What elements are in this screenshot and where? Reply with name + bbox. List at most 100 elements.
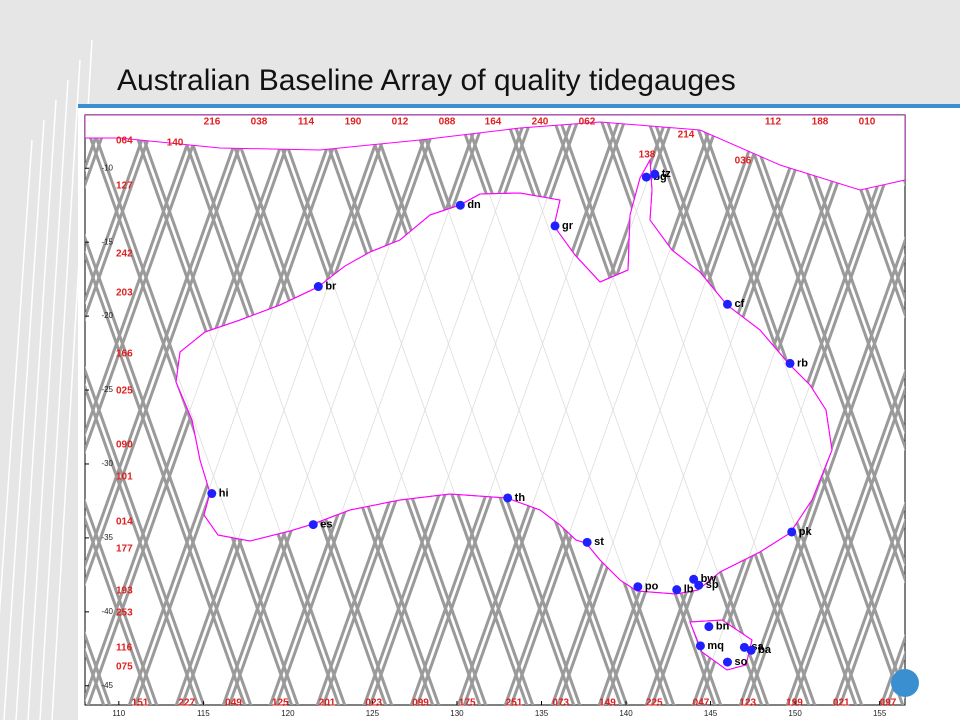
track-label: 064 — [116, 136, 133, 147]
x-tick-label: 155 — [873, 709, 887, 718]
tide-gauge — [308, 520, 318, 530]
track-label: 149 — [599, 698, 616, 709]
track-line — [929, 100, 960, 720]
y-tick-label: -40 — [101, 607, 113, 616]
y-tick-label: -25 — [101, 385, 113, 394]
x-tick-label: 145 — [704, 709, 718, 718]
gauge-label: so — [734, 656, 747, 668]
tide-gauge — [207, 489, 217, 499]
track-label: 138 — [639, 150, 656, 161]
track-label: 227 — [178, 698, 195, 709]
land-mass — [175, 158, 833, 595]
track-label: 125 — [272, 698, 289, 709]
gauge-label: mq — [707, 640, 724, 652]
tide-gauge — [746, 645, 756, 655]
track-label: 214 — [678, 130, 695, 141]
track-label: 199 — [786, 698, 803, 709]
track-label: 101 — [116, 472, 133, 483]
track-label: 025 — [116, 386, 133, 397]
x-tick-label: 115 — [197, 709, 210, 718]
track-label: 088 — [439, 117, 456, 128]
track-label: 090 — [116, 440, 133, 451]
track-label: 177 — [116, 544, 133, 555]
track-line — [744, 253, 905, 705]
gauge-label: bn — [716, 621, 730, 633]
gauge-label: ba — [758, 644, 772, 656]
gauge-label: gr — [562, 220, 574, 232]
x-tick-label: 140 — [619, 709, 633, 718]
y-tick-label: -10 — [101, 163, 113, 172]
track-label: 021 — [833, 698, 850, 709]
gauge-label: es — [320, 519, 332, 531]
track-label: 242 — [116, 249, 133, 260]
gauge-label: hi — [219, 487, 229, 499]
track-label: 014 — [116, 517, 133, 528]
track-line — [838, 518, 905, 705]
track-label: 203 — [116, 288, 133, 299]
land-track-line — [926, 100, 960, 720]
track-line — [923, 100, 960, 720]
track-label: 140 — [167, 138, 184, 149]
y-tick-label: -15 — [101, 237, 113, 246]
gauge-label: br — [325, 280, 337, 292]
track-label: 012 — [392, 117, 409, 128]
gauge-label: dn — [467, 199, 481, 211]
tide-gauge — [694, 580, 704, 590]
tide-gauge — [722, 299, 732, 309]
track-label: 062 — [579, 117, 596, 128]
gauge-label: sp — [706, 579, 719, 591]
track-label: 175 — [459, 698, 476, 709]
x-tick-label: 110 — [112, 709, 125, 718]
track-line — [85, 115, 253, 587]
track-label: 188 — [812, 117, 829, 128]
track-label: 151 — [132, 698, 149, 709]
track-label: 010 — [859, 117, 876, 128]
track-label: 166 — [116, 349, 133, 360]
tide-gauge — [503, 493, 513, 503]
y-tick-label: -45 — [101, 681, 113, 690]
gauge-label: lb — [684, 584, 694, 596]
track-line — [838, 115, 905, 302]
y-tick-label: -35 — [101, 533, 113, 542]
y-tick-label: -30 — [101, 459, 113, 468]
tide-gauge — [704, 622, 714, 632]
track-label: 023 — [365, 698, 382, 709]
tide-gauge — [739, 642, 749, 652]
track-line — [738, 236, 905, 705]
track-label: 073 — [552, 698, 569, 709]
track-line — [785, 368, 905, 705]
track-label: 164 — [485, 117, 502, 128]
track-line — [832, 501, 905, 705]
track-label: 225 — [646, 698, 663, 709]
gauge-label: tz — [662, 168, 672, 180]
header-band — [0, 0, 960, 105]
track-label: 201 — [319, 698, 336, 709]
track-label: 190 — [345, 117, 362, 128]
land-track-line — [926, 100, 960, 720]
track-label: 038 — [251, 117, 268, 128]
gauge-label: bw — [701, 573, 717, 585]
tide-gauge — [695, 641, 705, 651]
track-line — [85, 498, 159, 705]
tide-gauge — [672, 585, 682, 595]
gauge-label: st — [594, 536, 604, 548]
tide-gauge — [722, 657, 732, 667]
tide-gauge — [641, 172, 651, 182]
track-line — [791, 385, 905, 705]
tide-gauge — [633, 582, 643, 592]
gauge-label: rb — [797, 357, 808, 369]
tide-gauge — [550, 221, 560, 231]
tide-gauge — [650, 169, 660, 179]
track-label: 251 — [506, 698, 523, 709]
track-label: 097 — [880, 698, 897, 709]
track-label: 216 — [204, 117, 221, 128]
land-mass — [689, 619, 753, 671]
tide-gauge — [787, 527, 797, 537]
track-label: 253 — [116, 608, 133, 619]
gauge-label: po — [645, 581, 659, 593]
track-line — [923, 100, 960, 720]
logo — [891, 669, 919, 697]
title-rule — [78, 104, 960, 108]
